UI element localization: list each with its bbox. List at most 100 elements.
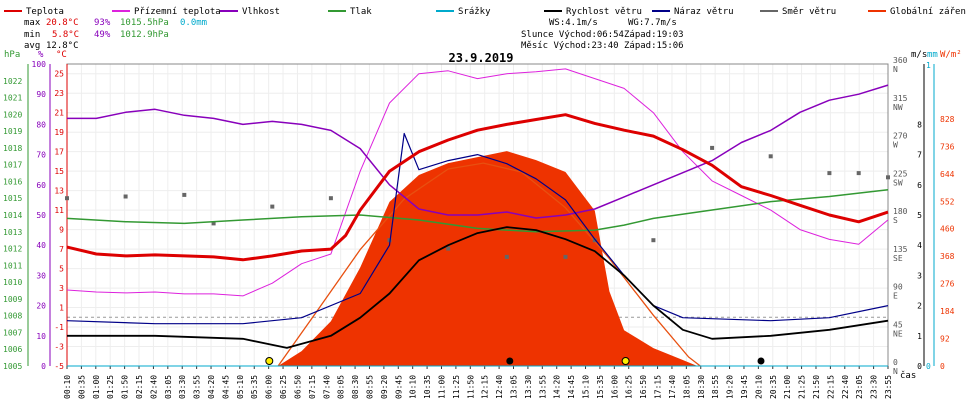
x-tick-label: 07:15 [308,375,317,399]
x-tick-label: 03:55 [193,375,202,399]
legend-label: Tlak [350,7,372,17]
axis-tick-pressure: 1013 [3,228,22,237]
wind-dir-point [123,194,128,199]
x-tick-label: 12:15 [481,375,490,399]
x-tick-label: 08:05 [337,375,346,399]
series-clear-sky-radiation [277,162,701,367]
axis-tick-pressure: 1008 [3,312,22,321]
axis-tick-humidity: 60 [36,181,46,190]
axis-tick-winddir-label: NW [893,103,903,112]
series-wind-gust [66,132,889,325]
axis-tick-temperature: 23 [54,89,64,98]
axis-tick-pressure: 1009 [3,295,22,304]
x-tick-label: 22:40 [841,375,850,399]
axis-tick-temperature: 19 [54,128,64,137]
x-tick-label: 15:10 [582,375,591,399]
axis-tick-wind: 4 [917,241,922,250]
x-tick-label: 13:05 [510,375,519,399]
axis-tick-winddir-label: SW [893,178,903,187]
series-radiation-area [278,151,698,366]
x-tick-label: 01:25 [106,375,115,399]
axis-tick-radiation: 0 [940,362,945,371]
axis-tick-pressure: 1022 [3,77,22,86]
x-tick-label: 19:45 [740,375,749,399]
chart-date-title: 23.9.2019 [448,51,513,65]
axis-tick-wind: 3 [917,271,922,280]
axis-tick-radiation: 828 [940,115,955,124]
wind-dir-point [592,238,597,243]
axis-tick-wind: 6 [917,181,922,190]
axis-tick-pressure: 1021 [3,94,22,103]
x-tick-label: 14:20 [553,375,562,399]
wind-dir-point [182,192,187,197]
x-tick-label: 07:40 [322,375,331,399]
x-tick-label: 08:30 [351,375,360,399]
stat-avg-temp: 12.8°C [46,41,79,51]
axis-tick-pressure: 1006 [3,345,22,354]
axis-tick-winddir: 180 [893,207,908,216]
axis-tick-winddir-label: SE [893,254,903,263]
stat-max-rain: 0.0mm [180,18,207,28]
x-tick-label: 08:55 [365,375,374,399]
x-tick-label: 16:50 [639,375,648,399]
axis-tick-humidity: 0 [41,362,46,371]
axis-tick-winddir: 0 [893,358,898,367]
x-tick-label: 00:10 [63,375,72,399]
axis-tick-temperature: 25 [54,70,64,79]
x-tick-label: 06:25 [279,375,288,399]
stat-min-hum: 49% [94,30,111,40]
axis-tick-winddir: 270 [893,132,908,141]
x-axis: 00:10 00:35 01:00 01:25 01:50 02:15 02:40 03:05… [63,366,893,399]
axis-title-hpa: hPa [4,50,20,60]
wind-dir-point [270,204,275,209]
axis-tick-humidity: 100 [32,60,47,69]
x-tick-label: 17:15 [654,375,663,399]
axis-tick-winddir-label: S [893,216,898,225]
x-tick-label: 03:05 [164,375,173,399]
wind-dir-point [387,238,392,243]
x-tick-label: 10:35 [423,375,432,399]
axis-tick-radiation: 276 [940,280,955,289]
axis-tick-pressure: 1016 [3,177,22,186]
x-tick-label: 16:25 [625,375,634,399]
axis-tick-winddir: 360 [893,56,908,65]
x-tick-label: 23:30 [870,375,879,399]
axis-tick-temperature: 17 [54,148,64,157]
x-tick-label: 18:55 [711,375,720,399]
series-ground-temperature [66,68,889,297]
axis-tick-pressure: 1005 [3,362,22,371]
x-tick-label: 06:00 [265,375,274,399]
wind-speed-summary: WS:4.1m/s [549,18,598,28]
x-tick-label: 23:55 [884,375,893,399]
wind-dir-point [563,254,568,259]
stat-max-label: max [24,18,41,28]
stat-min-pres: 1012.9hPa [120,30,169,40]
moonset-text: Západ:15:06 [624,41,684,51]
x-tick-label: 22:15 [826,375,835,399]
wind-dir-point [768,154,773,159]
plot-area [65,68,890,367]
series-pressure [66,189,889,233]
legend-label: Rychlost větru [566,7,642,17]
x-tick-label: 14:45 [567,375,576,399]
axis-tick-wind: 2 [917,302,922,311]
x-tick-label: 01:50 [121,375,130,399]
stats-block: max 20.8°C 93% 1015.5hPa 0.0mm min 5.8°C… [24,18,207,51]
axis-tick-humidity: 90 [36,90,46,99]
axis-title-mm: mm [927,50,938,60]
x-tick-label: 09:45 [394,375,403,399]
x-tick-label: 11:00 [437,375,446,399]
sunrise-marker [265,357,274,365]
axis-tick-wind: 1 [917,332,922,341]
x-tick-label: 16:00 [610,375,619,399]
axis-tick-pressure: 1010 [3,278,22,287]
axis-title-degc: °C [56,50,67,60]
axis-tick-winddir-label: N [893,65,898,74]
axis-tick-temperature: 11 [54,206,64,215]
stat-max-hum: 93% [94,18,111,28]
axis-tick-winddir: 90 [893,283,903,292]
x-tick-label: 13:55 [538,375,547,399]
axis-tick-humidity: 70 [36,151,46,160]
wind-dir-point [710,145,715,150]
